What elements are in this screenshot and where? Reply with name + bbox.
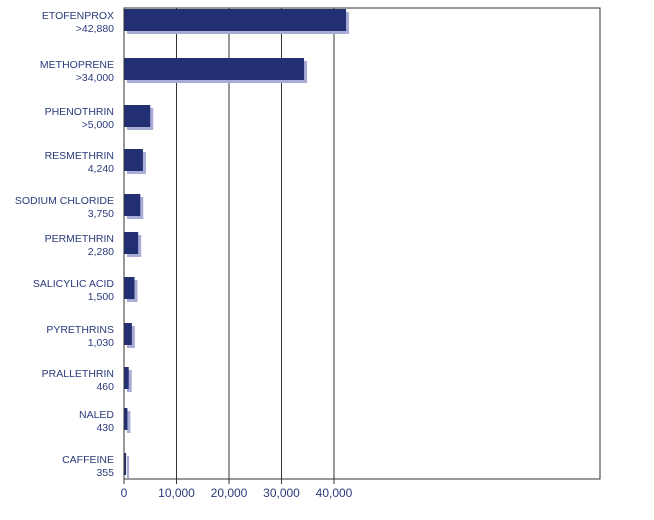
value-label: >34,000 xyxy=(76,72,114,84)
bar xyxy=(124,149,143,171)
x-tick-label: 40,000 xyxy=(316,486,353,500)
bar xyxy=(124,105,151,127)
bar xyxy=(124,453,127,475)
bars xyxy=(124,9,347,475)
value-label: 355 xyxy=(96,467,114,479)
category-label: RESMETHRIN xyxy=(45,150,114,162)
value-label: >5,000 xyxy=(82,119,115,131)
plot-frame xyxy=(123,7,601,480)
x-tick-label: 30,000 xyxy=(263,486,300,500)
bar xyxy=(124,232,139,254)
x-tick-label: 10,000 xyxy=(158,486,195,500)
category-label: NALED xyxy=(79,409,114,421)
value-label: 2,280 xyxy=(88,246,114,258)
category-label: SALICYLIC ACID xyxy=(33,278,115,290)
value-label: 430 xyxy=(96,422,114,434)
value-label: 460 xyxy=(96,381,114,393)
bar xyxy=(124,367,129,389)
value-label: 1,500 xyxy=(88,291,114,303)
bar xyxy=(124,58,305,80)
value-label: 3,750 xyxy=(88,208,114,220)
bar-shadow xyxy=(127,370,132,392)
bar-shadow xyxy=(127,456,130,478)
category-labels: ETOFENPROX>42,880 METHOPRENE>34,000 PHENOT… xyxy=(15,10,115,479)
bar-shadows xyxy=(127,12,350,478)
value-label: 1,030 xyxy=(88,337,114,349)
bar xyxy=(124,323,132,345)
x-axis-ticks: 0 10,000 20,000 30,000 40,000 xyxy=(121,479,353,500)
bar-shadow xyxy=(127,411,131,433)
plot-border xyxy=(123,7,601,480)
category-label: METHOPRENE xyxy=(40,59,114,71)
bar xyxy=(124,194,141,216)
category-label: PRALLETHRIN xyxy=(42,368,114,380)
value-label: >42,880 xyxy=(76,23,114,35)
category-label: PERMETHRIN xyxy=(45,233,114,245)
x-tick-label: 0 xyxy=(121,486,128,500)
x-tick-label: 20,000 xyxy=(211,486,248,500)
bar xyxy=(124,9,347,31)
gridlines xyxy=(176,8,335,479)
category-label: ETOFENPROX xyxy=(42,10,114,22)
category-label: PYRETHRINS xyxy=(46,324,114,336)
bar xyxy=(124,277,135,299)
value-label: 4,240 xyxy=(88,163,114,175)
bar xyxy=(124,408,128,430)
category-label: CAFFEINE xyxy=(62,454,114,466)
category-label: SODIUM CHLORIDE xyxy=(15,195,114,207)
category-label: PHENOTHRIN xyxy=(45,106,114,118)
